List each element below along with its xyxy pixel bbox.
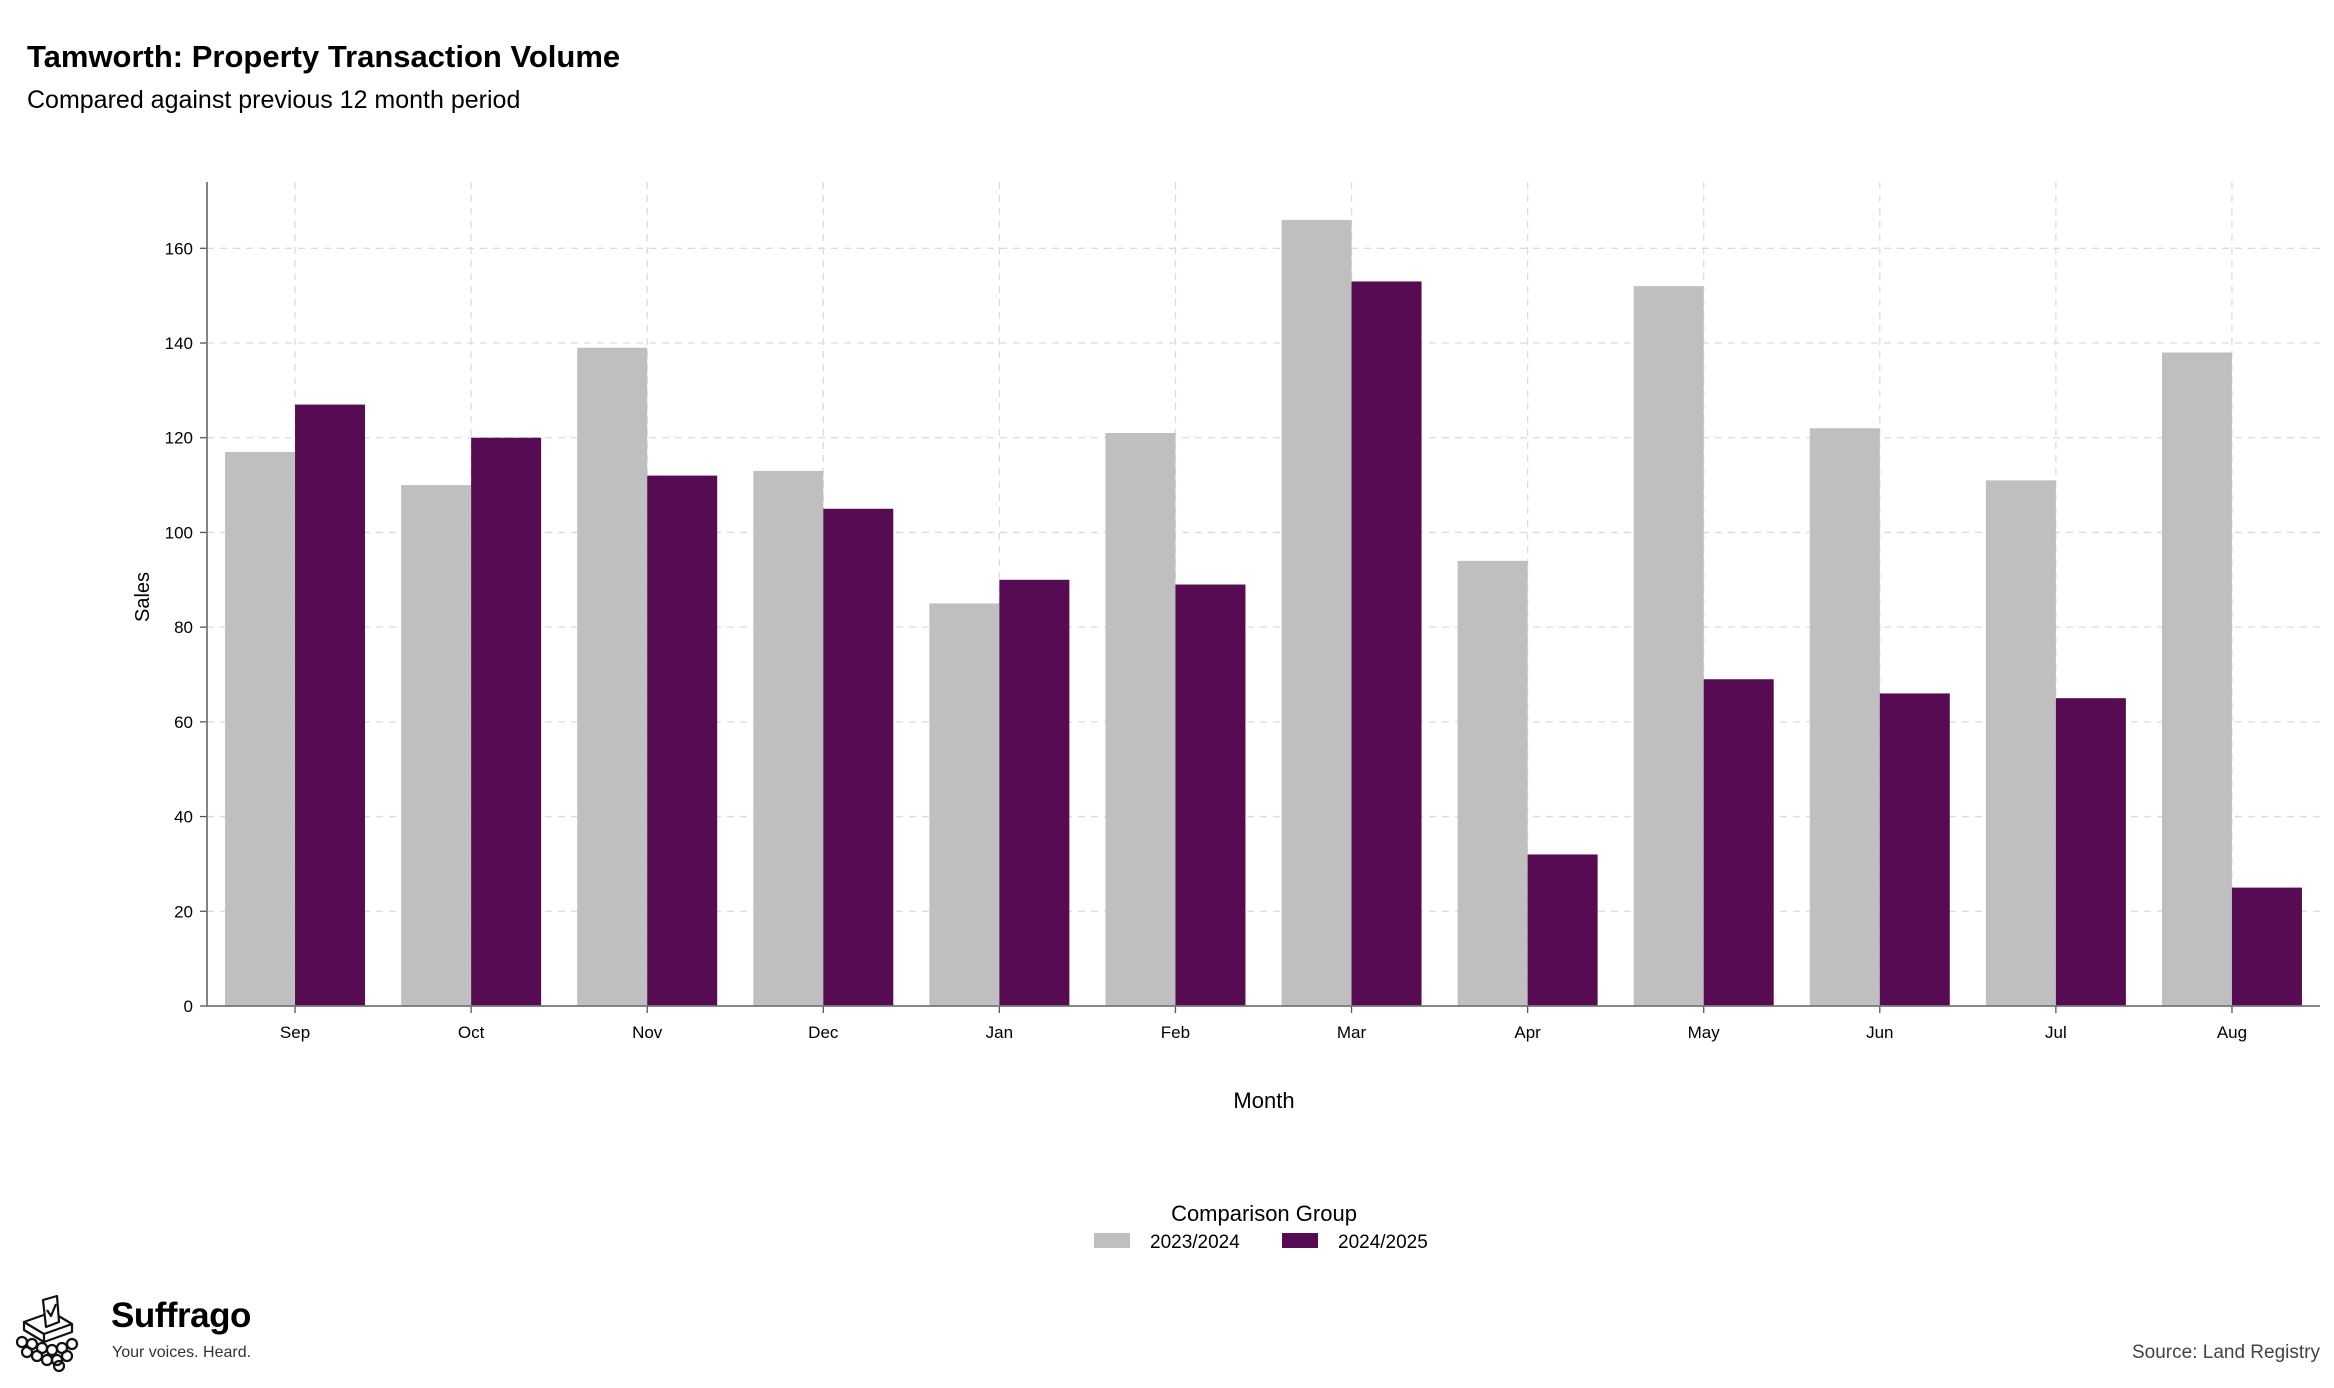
y-axis-label: Sales: [132, 572, 154, 622]
bar-aug-2023-2024: [2161, 352, 2232, 1006]
y-tick-labels: 0 20 40 60 80 100 120 140 160: [165, 239, 193, 1016]
x-tick-label: Oct: [458, 1023, 485, 1042]
bar-feb-2023-2024: [1105, 432, 1176, 1006]
y-tick-label: 60: [174, 713, 193, 732]
axes: [200, 182, 2320, 1013]
bar-jun-2023-2024: [1809, 428, 1880, 1006]
bar-aug-2024-2025: [2231, 887, 2302, 1006]
bar-feb-2024-2025: [1175, 584, 1246, 1006]
bar-mar-2024-2025: [1351, 281, 1422, 1007]
x-tick-label: Mar: [1337, 1023, 1367, 1042]
bar-mar-2023-2024: [1281, 219, 1352, 1006]
x-tick-label: Dec: [808, 1023, 839, 1042]
x-tick-label: Apr: [1514, 1023, 1541, 1042]
legend-swatch: [1094, 1233, 1130, 1248]
legend-label: 2023/2024: [1150, 1232, 1240, 1253]
x-tick-label: Nov: [632, 1023, 663, 1042]
brand-name: Suffrago: [111, 1296, 251, 1335]
bar-may-2023-2024: [1633, 286, 1704, 1006]
bar-oct-2023-2024: [401, 485, 472, 1007]
bar-jun-2024-2025: [1879, 693, 1950, 1006]
source-note: Source: Land Registry: [2132, 1342, 2320, 1363]
y-tick-label: 160: [165, 239, 193, 258]
x-tick-labels: Sep Oct Nov Dec Jan Feb Mar Apr May Jun Jul Aug: [280, 1023, 2247, 1042]
brand-logo: Suffrago Your voices. Heard.: [14, 1292, 274, 1373]
brand-tagline: Your voices. Heard.: [112, 1344, 252, 1361]
y-tick-label: 40: [174, 808, 193, 827]
bar-jul-2024-2025: [2055, 698, 2126, 1006]
bars: [225, 219, 2302, 1007]
bar-jan-2024-2025: [999, 579, 1070, 1006]
ballot-box-icon: [15, 1294, 79, 1373]
bar-sep-2024-2025: [295, 404, 366, 1006]
y-tick-label: 100: [165, 523, 193, 542]
x-axis-label: Month: [1233, 1088, 1294, 1113]
legend: Comparison Group 2023/2024 2024/2025: [1094, 1201, 1428, 1253]
x-tick-label: Jun: [1866, 1023, 1893, 1042]
bar-apr-2023-2024: [1457, 560, 1528, 1006]
y-tick-label: 80: [174, 618, 193, 637]
y-tick-label: 0: [184, 997, 193, 1016]
bar-sep-2023-2024: [225, 451, 296, 1006]
grid-lines: [207, 182, 2320, 1007]
bar-jan-2023-2024: [929, 603, 1000, 1006]
legend-title: Comparison Group: [1171, 1201, 1357, 1226]
y-tick-label: 120: [165, 429, 193, 448]
y-tick-label: 20: [174, 902, 193, 921]
chart-subtitle: Compared against previous 12 month perio…: [27, 86, 521, 114]
bar-may-2024-2025: [1703, 679, 1774, 1006]
bar-nov-2023-2024: [577, 347, 648, 1006]
x-tick-label: May: [1688, 1023, 1721, 1042]
bar-jul-2023-2024: [1985, 480, 2056, 1006]
legend-label: 2024/2025: [1338, 1232, 1428, 1253]
x-tick-label: Jan: [986, 1023, 1013, 1042]
x-tick-label: Aug: [2217, 1023, 2247, 1042]
bar-dec-2024-2025: [823, 508, 894, 1006]
chart-title: Tamworth: Property Transaction Volume: [27, 39, 621, 74]
bar-dec-2023-2024: [753, 470, 824, 1007]
y-tick-label: 140: [165, 334, 193, 353]
x-tick-label: Sep: [280, 1023, 310, 1042]
bar-nov-2024-2025: [647, 475, 718, 1006]
bar-apr-2024-2025: [1527, 854, 1598, 1006]
x-tick-label: Feb: [1161, 1023, 1190, 1042]
x-tick-label: Jul: [2045, 1023, 2067, 1042]
legend-swatch: [1282, 1233, 1318, 1248]
bar-oct-2024-2025: [471, 437, 542, 1007]
